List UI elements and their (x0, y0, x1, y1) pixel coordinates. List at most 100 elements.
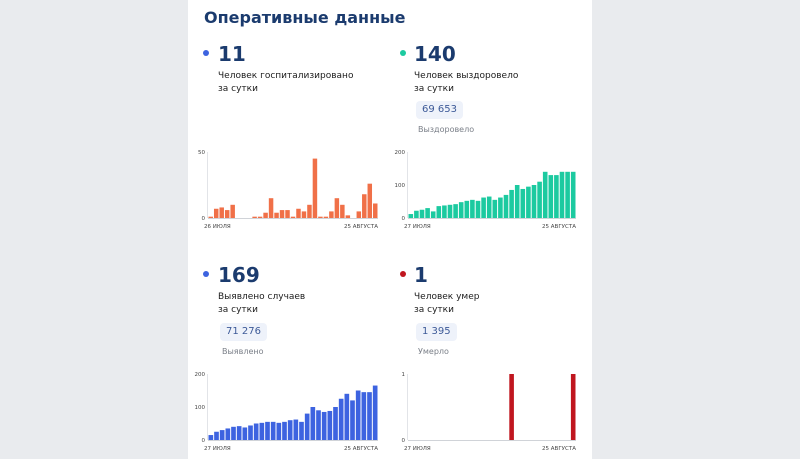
chart-bar (458, 202, 464, 218)
chart-bar (430, 211, 436, 218)
chart-bar (253, 423, 259, 440)
chart-bar (453, 204, 458, 218)
chart-bar (447, 204, 453, 218)
recovered-total-label: Выздоровело (418, 125, 475, 134)
x-start-label: 27 ИЮЛЯ (204, 446, 231, 452)
detected-description: Выявлено случаев за сутки (218, 291, 388, 317)
chart-bar (414, 210, 419, 218)
chart-bar (514, 185, 520, 218)
chart-bar (531, 185, 537, 218)
x-start-label: 26 ИЮЛЯ (204, 224, 231, 230)
chart-bar (230, 204, 235, 218)
y-tick-label: 200 (195, 372, 206, 378)
chart-bar (520, 188, 526, 218)
chart-bar (293, 419, 299, 440)
chart-bar (509, 189, 514, 218)
recovered-description: Человек выздоровело за сутки (414, 70, 584, 96)
chart-bar (425, 208, 430, 218)
recovered-desc-line2: за сутки (414, 84, 454, 94)
chart-bar (367, 392, 372, 440)
chart-bar (296, 208, 301, 218)
chart-bar (344, 393, 350, 440)
y-tick-label: 100 (195, 405, 206, 411)
y-tick-label: 50 (198, 150, 205, 156)
chart-bar (276, 422, 282, 440)
chart-bar (554, 175, 559, 218)
chart-bar (285, 210, 290, 218)
hospitalized-chart: 0 50 26 ИЮЛЯ 25 АВГУСТА (198, 150, 378, 230)
y-tick-label: 1 (402, 372, 406, 378)
deaths-value: 1 (414, 263, 428, 287)
chart-bar (304, 413, 310, 440)
chart-bar (367, 183, 373, 218)
deaths-description: Человек умер за сутки (414, 291, 584, 317)
chart-bar (287, 420, 293, 440)
chart-bar (219, 207, 224, 218)
chart-bar (526, 186, 531, 218)
chart-bar (570, 374, 576, 440)
chart-bar (213, 208, 219, 218)
y-tick-label: 0 (202, 438, 206, 444)
chart-bar (219, 430, 225, 440)
detected-chart: 0 100 200 27 ИЮЛЯ 25 АВГУСТА (195, 372, 379, 452)
chart-bar (321, 411, 327, 440)
chart-bar (559, 171, 565, 218)
detected-bullet-icon (203, 271, 209, 277)
chart-bar (481, 197, 486, 218)
y-tick-label: 0 (402, 438, 406, 444)
y-tick-label: 200 (395, 150, 406, 156)
deaths-bullet-icon (400, 271, 406, 277)
x-end-label: 25 АВГУСТА (542, 224, 576, 230)
chart-bar (225, 428, 231, 440)
chart-bar (327, 410, 333, 440)
chart-bar (257, 216, 263, 218)
chart-bar (274, 212, 279, 218)
chart-bar (242, 427, 248, 440)
recovered-bullet-icon (400, 50, 406, 56)
chart-bar (355, 390, 361, 440)
chart-bar (356, 211, 362, 218)
chart-bar (208, 216, 213, 218)
chart-bar (265, 421, 270, 440)
chart-bar (436, 206, 442, 218)
chart-bar (279, 210, 285, 218)
chart-bar (248, 425, 253, 440)
chart-bar (350, 400, 355, 440)
deaths-chart: 0 1 27 ИЮЛЯ 25 АВГУСТА (402, 372, 577, 452)
chart-bar (565, 171, 570, 218)
chart-bar (299, 421, 304, 440)
chart-bar (290, 216, 296, 218)
detected-desc-line1: Выявлено случаев (218, 292, 306, 302)
chart-bar (236, 426, 242, 440)
chart-bar (323, 216, 329, 218)
recovered-value: 140 (414, 42, 456, 66)
chart-bar (263, 212, 268, 218)
chart-bar (301, 211, 307, 218)
chart-bar (542, 171, 548, 218)
page-title: Оперативные данные (204, 8, 406, 27)
chart-bar (498, 197, 503, 218)
chart-bar (345, 215, 351, 218)
chart-bar (464, 200, 470, 218)
hospitalized-description: Человек госпитализировано за сутки (218, 70, 388, 96)
operational-data-panel (188, 0, 592, 459)
detected-value: 169 (218, 263, 260, 287)
chart-bar (224, 210, 230, 218)
chart-bar (329, 211, 334, 218)
chart-bar (312, 158, 318, 218)
deaths-total-label: Умерло (418, 347, 449, 356)
chart-bar (419, 209, 425, 218)
chart-bar (442, 205, 447, 218)
chart-bar (231, 426, 236, 440)
chart-bar (333, 407, 338, 440)
chart-bar (259, 422, 265, 440)
chart-bar (214, 431, 219, 440)
x-start-label: 27 ИЮЛЯ (404, 224, 431, 230)
recovered-desc-line1: Человек выздоровело (414, 71, 519, 81)
hospitalized-bullet-icon (203, 50, 209, 56)
deaths-desc-line1: Человек умер (414, 292, 480, 302)
chart-bar (361, 392, 367, 440)
chart-bar (373, 203, 378, 218)
chart-bar (334, 198, 340, 218)
recovered-chart: 0 100 200 27 ИЮЛЯ 25 АВГУСТА (395, 150, 577, 230)
